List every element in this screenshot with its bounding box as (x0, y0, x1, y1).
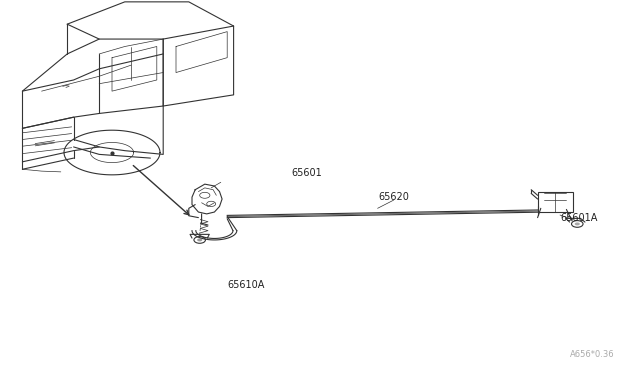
Text: 65620: 65620 (378, 192, 409, 202)
Circle shape (575, 222, 580, 225)
Text: 65601: 65601 (291, 168, 322, 178)
Text: 65601A: 65601A (560, 213, 597, 222)
Text: A656*0.36: A656*0.36 (570, 350, 614, 359)
Bar (538, 192, 573, 212)
Text: 65610A: 65610A (228, 280, 265, 289)
Circle shape (197, 238, 202, 241)
